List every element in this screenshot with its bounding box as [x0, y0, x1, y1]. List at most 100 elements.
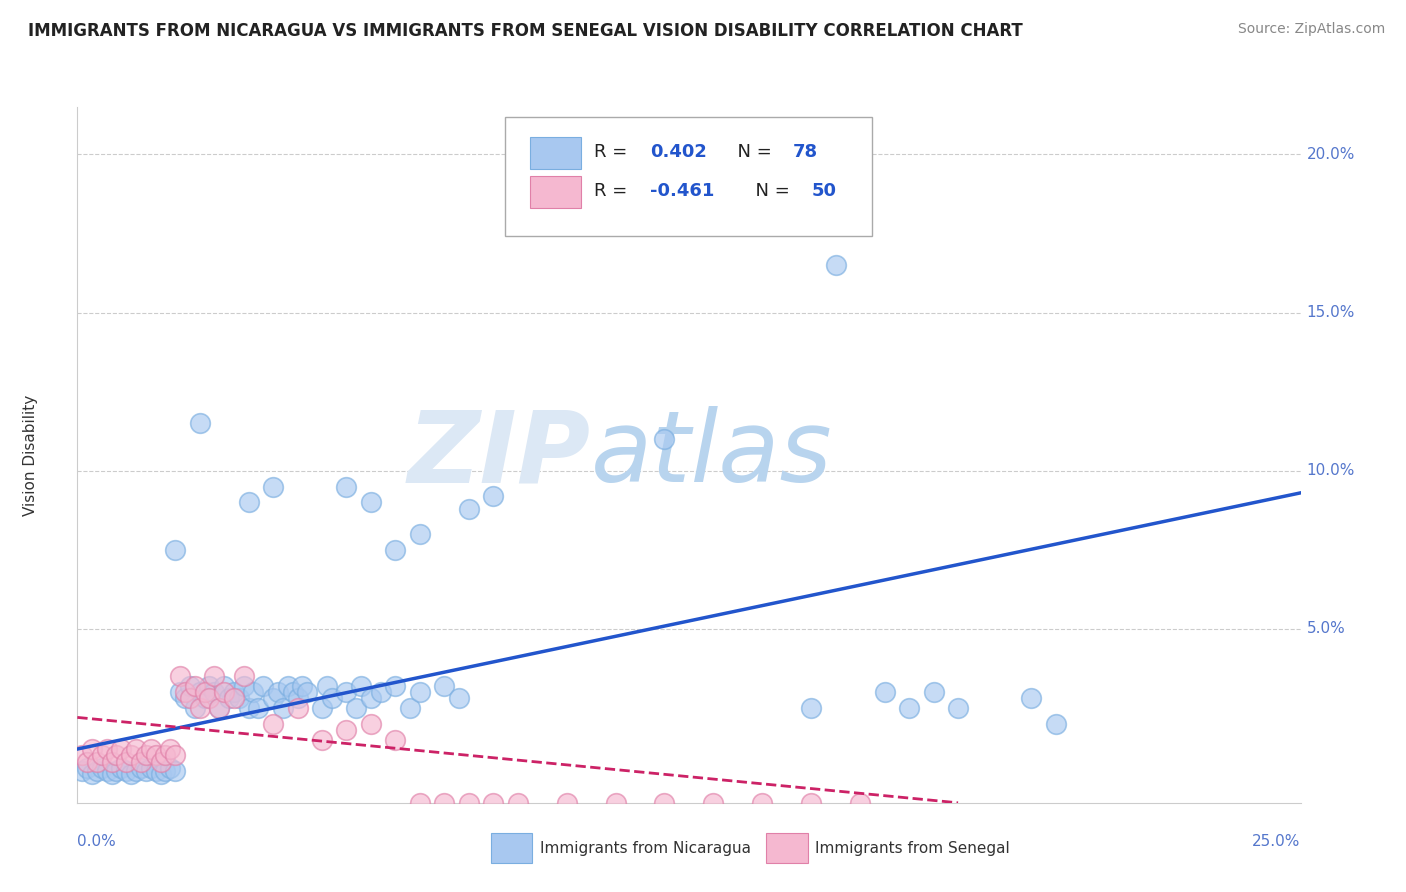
Point	[315, 679, 337, 693]
FancyBboxPatch shape	[530, 137, 581, 169]
Point	[849, 796, 872, 810]
Point	[105, 748, 128, 763]
Point	[232, 679, 254, 693]
FancyBboxPatch shape	[766, 833, 807, 863]
Point	[384, 542, 406, 557]
Point	[262, 479, 284, 493]
Point	[174, 685, 197, 699]
Point	[70, 748, 93, 763]
Point	[149, 767, 172, 781]
Point	[824, 258, 846, 272]
Point	[125, 764, 148, 779]
Text: 10.0%: 10.0%	[1306, 463, 1355, 478]
Point	[238, 701, 260, 715]
Text: N =: N =	[744, 182, 796, 200]
Point	[252, 679, 274, 693]
Point	[76, 761, 98, 775]
Point	[873, 685, 896, 699]
Text: N =: N =	[725, 144, 778, 161]
Point	[222, 691, 245, 706]
Point	[399, 701, 422, 715]
Point	[80, 767, 103, 781]
Point	[482, 796, 505, 810]
Point	[360, 495, 382, 509]
Point	[179, 679, 201, 693]
Text: ZIP: ZIP	[408, 407, 591, 503]
Point	[110, 761, 132, 775]
Point	[311, 701, 333, 715]
Point	[129, 755, 152, 769]
FancyBboxPatch shape	[530, 176, 581, 208]
Point	[1045, 716, 1067, 731]
Point	[208, 701, 231, 715]
Point	[110, 742, 132, 756]
Point	[262, 691, 284, 706]
Point	[271, 701, 294, 715]
Point	[506, 796, 529, 810]
Point	[90, 761, 112, 775]
Point	[311, 732, 333, 747]
Point	[188, 685, 211, 699]
Point	[409, 527, 432, 541]
Point	[212, 679, 235, 693]
Point	[115, 755, 138, 769]
Point	[76, 755, 98, 769]
Point	[139, 742, 162, 756]
Point	[120, 767, 142, 781]
FancyBboxPatch shape	[491, 833, 533, 863]
Point	[335, 479, 357, 493]
Point	[188, 417, 211, 431]
Point	[218, 691, 240, 706]
Text: Immigrants from Senegal: Immigrants from Senegal	[815, 840, 1010, 855]
Text: R =: R =	[593, 144, 633, 161]
Point	[149, 755, 172, 769]
Point	[242, 685, 264, 699]
Point	[165, 764, 187, 779]
Point	[184, 701, 207, 715]
Point	[447, 691, 470, 706]
Point	[145, 764, 167, 779]
Point	[86, 755, 108, 769]
Point	[80, 742, 103, 756]
Point	[198, 691, 221, 706]
Point	[433, 796, 456, 810]
Point	[457, 796, 479, 810]
Point	[159, 761, 181, 775]
Point	[193, 691, 215, 706]
Point	[291, 679, 314, 693]
Point	[120, 748, 142, 763]
Point	[277, 679, 299, 693]
Point	[321, 691, 343, 706]
Point	[165, 542, 187, 557]
Point	[139, 761, 162, 775]
Text: 5.0%: 5.0%	[1306, 622, 1346, 636]
Point	[409, 796, 432, 810]
Point	[90, 748, 112, 763]
Point	[165, 748, 187, 763]
Point	[898, 701, 921, 715]
Point	[159, 742, 181, 756]
Point	[287, 701, 309, 715]
Point	[344, 701, 367, 715]
Point	[115, 764, 138, 779]
Point	[946, 701, 969, 715]
Point	[800, 796, 823, 810]
Point	[155, 748, 177, 763]
Point	[96, 764, 118, 779]
Text: 78: 78	[793, 144, 818, 161]
Point	[188, 701, 211, 715]
Point	[105, 764, 128, 779]
Point	[135, 764, 157, 779]
Text: 0.0%: 0.0%	[77, 834, 117, 849]
Point	[125, 742, 148, 756]
Point	[212, 685, 235, 699]
Point	[169, 669, 191, 683]
Point	[86, 764, 108, 779]
Point	[457, 501, 479, 516]
Point	[202, 685, 225, 699]
Point	[208, 701, 231, 715]
Point	[169, 685, 191, 699]
Point	[1021, 691, 1043, 706]
FancyBboxPatch shape	[506, 118, 873, 235]
Point	[287, 691, 309, 706]
